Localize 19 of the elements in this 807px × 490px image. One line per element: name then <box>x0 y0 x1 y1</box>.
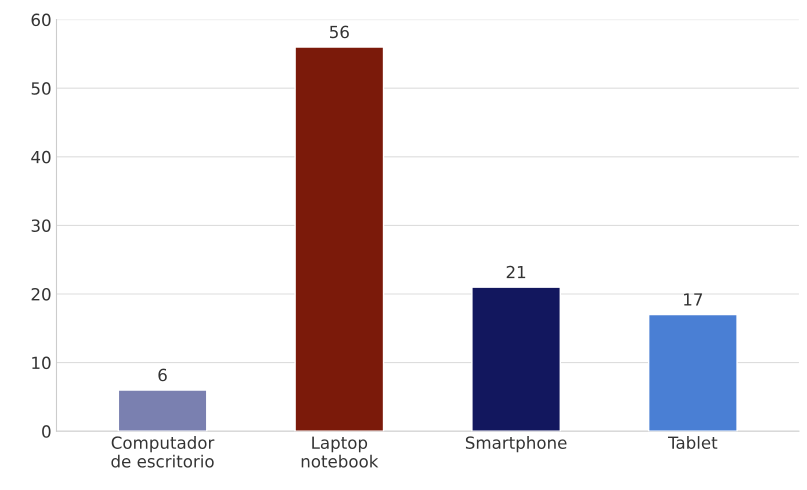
data-label: 6 <box>158 368 167 382</box>
x-tick-label: Computador de escritorio <box>111 436 214 468</box>
data-label: 17 <box>684 293 702 306</box>
y-tick-label: 50 <box>32 82 51 95</box>
data-label: 21 <box>506 266 526 278</box>
x-tick-label: Tablet <box>668 436 718 449</box>
bar <box>471 286 561 432</box>
bar <box>294 46 384 432</box>
bar <box>118 389 208 432</box>
y-tick-label: 20 <box>32 288 51 301</box>
y-tick-label: 10 <box>32 356 51 370</box>
y-tick-label: 60 <box>32 14 51 26</box>
x-tick-label: Smartphone <box>466 436 566 452</box>
data-label: 56 <box>330 26 349 38</box>
y-tick-label: 40 <box>31 150 51 164</box>
x-tick-label: Laptop notebook <box>302 436 378 468</box>
bar <box>648 314 738 432</box>
y-tick-label: 0 <box>42 425 51 438</box>
y-tick-label: 30 <box>32 219 51 232</box>
